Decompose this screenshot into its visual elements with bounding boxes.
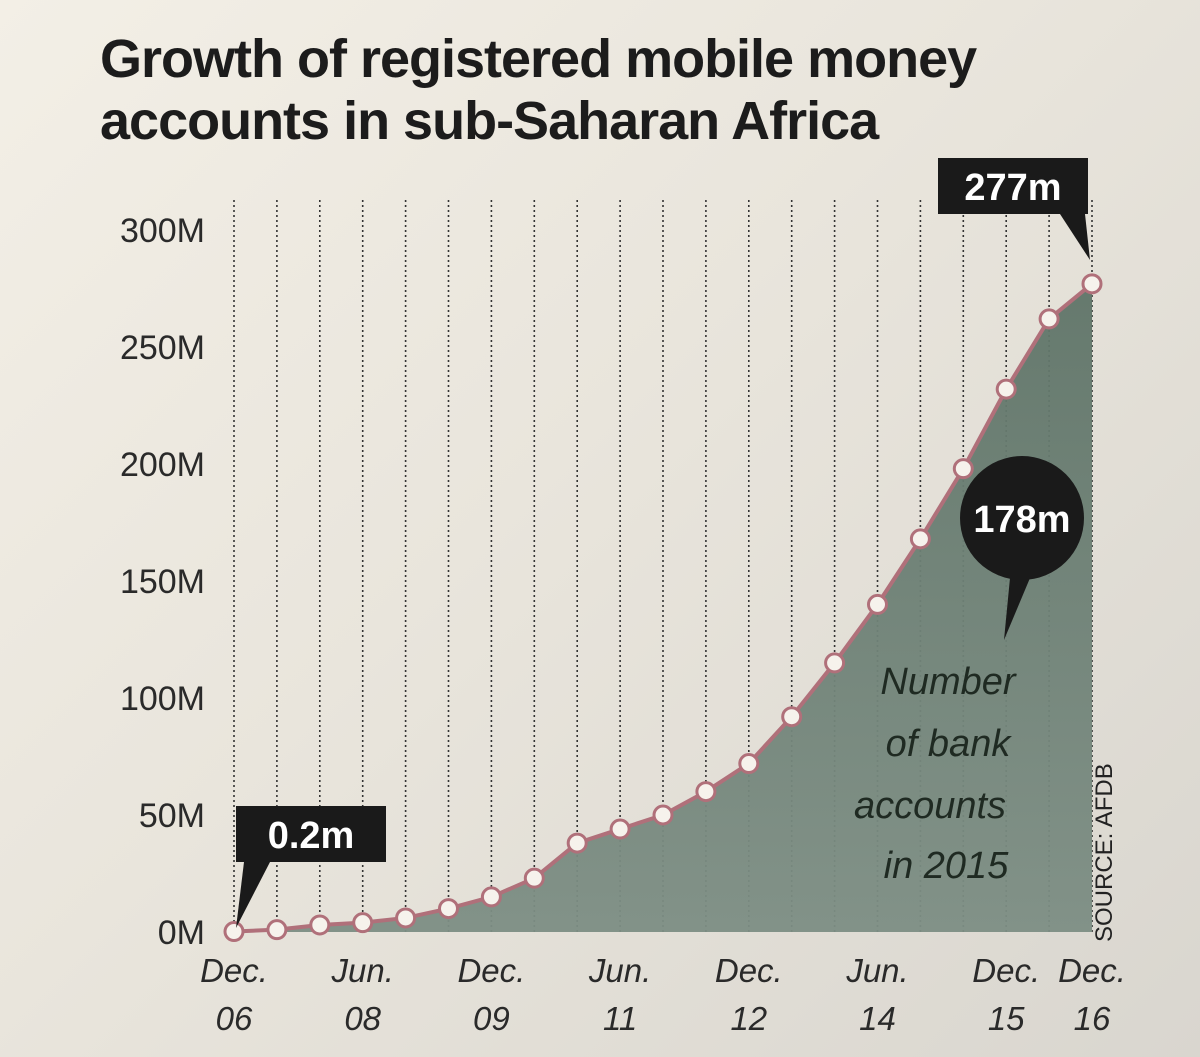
data-point — [566, 832, 588, 854]
chart-title: Growth of registered mobile money accoun… — [100, 29, 977, 151]
source-label: SOURCE: AFDB — [1091, 763, 1118, 942]
bank-note-line: in 2015 — [884, 845, 1010, 887]
area-layer — [223, 273, 1103, 943]
end-callout-label: 277m — [964, 167, 1061, 209]
data-point — [352, 912, 374, 934]
series-area — [234, 283, 1092, 932]
data-point — [523, 867, 545, 889]
start-callout-label: 0.2m — [268, 815, 355, 857]
bank-value-label: 178m — [973, 499, 1070, 541]
x-tick-label: Jun. — [588, 952, 651, 989]
x-tick-label: 12 — [730, 1000, 767, 1037]
data-point — [480, 886, 502, 908]
data-point — [695, 781, 717, 803]
start-callout-box — [236, 806, 386, 862]
bank-note-line: of bank — [886, 723, 1013, 765]
x-tick-label: 08 — [344, 1000, 381, 1037]
data-point — [438, 898, 459, 920]
data-point — [995, 378, 1017, 400]
y-tick-label: 250M — [120, 329, 205, 367]
y-tick-label: 100M — [120, 680, 205, 718]
x-tick-label: 11 — [603, 1000, 637, 1037]
x-tick-label: 06 — [216, 1000, 253, 1037]
x-tick-label: Dec. — [715, 952, 783, 989]
x-tick-label: Jun. — [331, 952, 394, 989]
x-tick-label: Dec. — [457, 952, 525, 989]
x-tick-label: 09 — [473, 1000, 510, 1037]
x-tick-label: Dec. — [972, 952, 1040, 989]
end-callout-box — [938, 158, 1088, 214]
data-point — [609, 818, 631, 840]
start-callout-pointer — [236, 862, 270, 928]
x-tick-label: 15 — [988, 1000, 1025, 1037]
data-point — [1081, 273, 1103, 295]
bank-note-line: Number — [880, 661, 1016, 703]
data-point — [652, 804, 674, 826]
data-point — [395, 907, 417, 929]
data-point — [738, 753, 760, 775]
bank-note-line: accounts — [854, 785, 1006, 827]
y-tick-label: 50M — [139, 797, 205, 835]
y-tick-label: 200M — [120, 446, 205, 484]
x-tick-label: 16 — [1074, 1000, 1111, 1037]
bank-value-pointer — [1004, 578, 1030, 640]
bank-value-bubble — [960, 456, 1084, 580]
axis-layer: 0M 50M 100M 150M 200M 250M 300M Dec. 06 Jun. 08 Dec… — [120, 212, 1126, 1037]
x-tick-label: Jun. — [845, 952, 908, 989]
y-tick-label: 300M — [120, 212, 205, 250]
data-point — [824, 652, 846, 674]
data-point — [781, 706, 803, 728]
x-tick-label: Dec. — [1058, 952, 1126, 989]
data-point — [266, 919, 288, 941]
data-point — [952, 458, 974, 480]
data-point — [867, 593, 888, 615]
data-point — [1038, 308, 1060, 330]
data-point — [309, 914, 331, 936]
data-point — [223, 921, 245, 943]
x-tick-label: 14 — [859, 1000, 896, 1037]
y-tick-label: 0M — [158, 914, 205, 952]
x-tick-label: Dec. — [200, 952, 268, 989]
annotation-layer: 0.2m 277m 178m Number of bank accounts in 2015… — [236, 158, 1118, 942]
data-point — [909, 528, 931, 550]
y-tick-label: 150M — [120, 563, 205, 601]
end-callout-pointer — [1060, 214, 1090, 260]
